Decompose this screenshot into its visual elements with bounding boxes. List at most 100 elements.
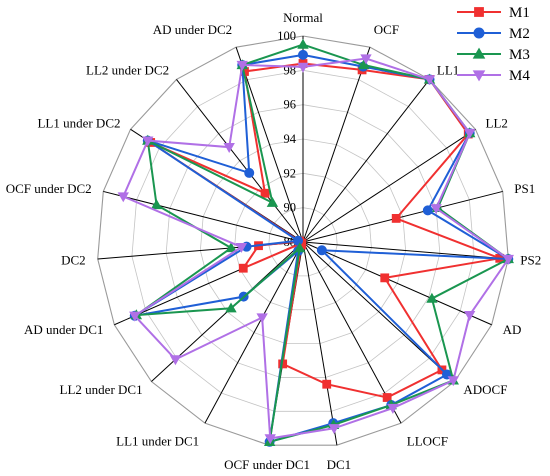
category-label: LL2 under DC2 [86, 63, 169, 78]
category-label: AD under DC2 [153, 22, 232, 37]
axis-spoke [176, 79, 304, 243]
axis-spoke [302, 79, 430, 243]
grid-ring [165, 104, 441, 378]
data-point [387, 403, 399, 414]
legend-marker [474, 7, 484, 17]
axis-spoke [235, 46, 304, 243]
category-label: AD [503, 322, 522, 337]
data-point [297, 49, 308, 60]
grid-ring [97, 35, 509, 446]
axis-spoke [302, 241, 509, 260]
tick-label: 96 [284, 98, 297, 112]
axis-spoke [302, 128, 476, 243]
category-label: DC2 [61, 253, 86, 268]
data-point [463, 310, 476, 321]
data-point [391, 214, 401, 223]
legend-item: M2 [457, 26, 530, 42]
series-m2 [129, 49, 514, 447]
radar-grid [97, 35, 509, 446]
legend: M1 M2 M3 M4 [457, 5, 530, 84]
data-point [244, 167, 255, 178]
data-point [260, 188, 270, 198]
data-point [502, 254, 514, 265]
data-point [238, 263, 248, 273]
category-label: PS2 [520, 253, 541, 268]
legend-label: M1 [509, 5, 530, 21]
grid-ring [234, 172, 372, 311]
data-point [236, 60, 248, 71]
category-label: DC1 [327, 457, 352, 472]
category-label: OCF [374, 22, 399, 37]
tick-label: 94 [284, 132, 297, 146]
data-point [360, 54, 372, 65]
category-label: LLOCF [407, 434, 448, 449]
grid-ring [199, 138, 407, 345]
data-point [294, 242, 306, 253]
category-label: PS1 [514, 181, 535, 196]
legend-label: M3 [509, 47, 530, 63]
legend-marker [472, 47, 486, 59]
data-point [328, 424, 340, 435]
data-point [316, 245, 327, 256]
axis-spoke [302, 241, 492, 326]
series-m4 [117, 54, 514, 445]
axis-spoke [204, 241, 304, 424]
category-label: OCF under DC2 [6, 181, 92, 196]
legend-marker [472, 70, 486, 82]
category-label: Normal [283, 10, 323, 25]
data-point [426, 292, 438, 303]
data-point [142, 136, 154, 147]
data-point [358, 59, 370, 70]
tick-label: 92 [284, 166, 297, 180]
data-point [297, 38, 309, 49]
series-line [121, 57, 510, 440]
category-label: LL2 under DC1 [60, 382, 143, 397]
category-label: OCF under DC1 [224, 457, 310, 472]
data-point [293, 235, 304, 246]
category-labels: Normal OCF LL1 LL2 PS1 PS2 AD ADOCF LLOCF DC1 OCF … [6, 10, 542, 472]
data-point [117, 192, 129, 203]
data-point [150, 199, 163, 210]
legend-item: M1 [457, 5, 530, 21]
data-point [169, 355, 182, 366]
axis-spoke [103, 190, 304, 243]
data-point [235, 242, 248, 253]
legend-label: M2 [509, 26, 530, 42]
tick-label: 90 [284, 201, 297, 215]
data-point [223, 143, 235, 153]
data-point [322, 379, 332, 389]
legend-item: M4 [457, 68, 530, 84]
category-label: LL1 [437, 63, 459, 78]
data-point [129, 311, 141, 322]
data-point [423, 75, 436, 86]
data-point [256, 313, 268, 324]
grid-ring [131, 69, 475, 412]
axis-spoke [302, 46, 371, 243]
data-point [225, 242, 237, 253]
data-point [464, 128, 476, 139]
category-label: AD under DC1 [24, 322, 103, 337]
legend-label: M4 [509, 68, 530, 84]
series-m3 [130, 38, 514, 446]
data-point [430, 204, 442, 215]
category-label: LL2 [486, 115, 508, 130]
data-point [380, 273, 390, 283]
data-point [382, 393, 392, 402]
legend-marker [473, 27, 485, 39]
axis-spoke [302, 190, 503, 243]
legend-item: M3 [457, 47, 530, 63]
category-label: LL1 under DC1 [116, 434, 199, 449]
category-label: LL1 under DC2 [37, 115, 120, 130]
data-point [264, 434, 276, 445]
axis-spoke [302, 241, 402, 424]
tick-label: 100 [277, 29, 296, 43]
data-point [422, 205, 433, 216]
data-point [447, 376, 459, 387]
category-label: ADOCF [463, 382, 507, 397]
data-point [297, 62, 309, 73]
data-point [225, 302, 237, 313]
axis-spoke [302, 241, 338, 446]
data-point [266, 196, 279, 207]
